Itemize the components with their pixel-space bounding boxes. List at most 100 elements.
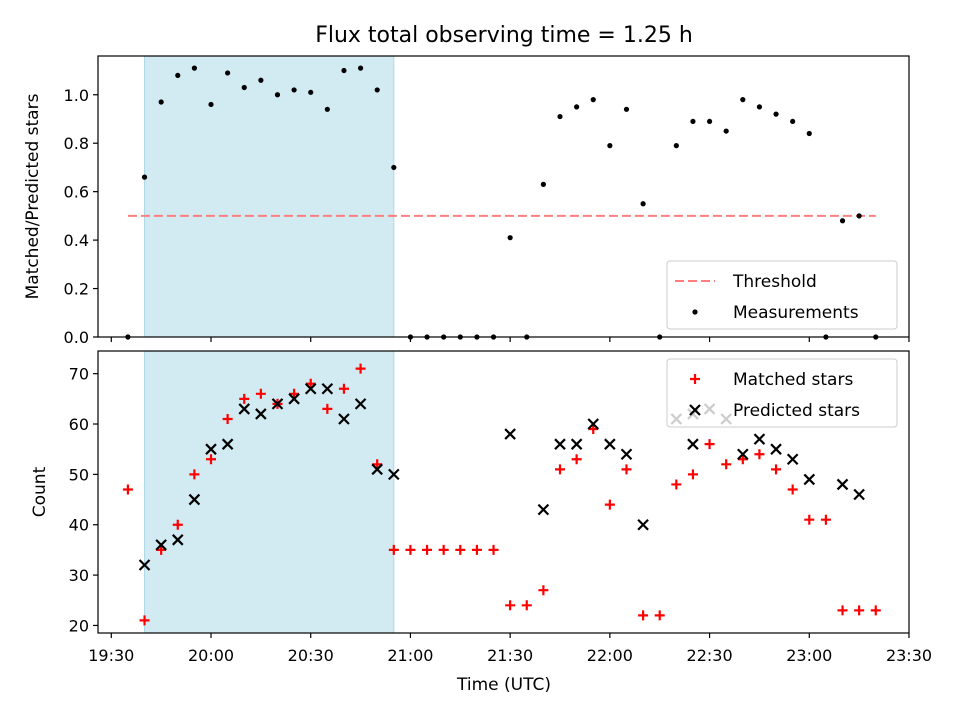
y-tick-label: 50	[69, 465, 89, 484]
predicted-marker	[604, 438, 616, 450]
measurement-dot	[175, 72, 181, 78]
x-tick-label: 23:30	[886, 646, 932, 665]
measurement-dot	[590, 97, 596, 103]
predicted-marker	[371, 463, 383, 476]
matched-marker	[122, 484, 133, 495]
measurement-dot	[191, 65, 197, 71]
measurement-dot	[756, 104, 763, 110]
legend-box	[666, 358, 898, 428]
y-tick-label: 0.2	[64, 280, 89, 299]
matched-marker	[571, 454, 582, 465]
measurement-dot	[507, 235, 513, 241]
measurement-dot	[141, 174, 148, 180]
matched-marker	[239, 393, 250, 404]
chart-title: Flux total observing time = 1.25 h	[315, 23, 693, 48]
measurement-dot	[706, 118, 713, 125]
measurement-dot	[790, 118, 796, 125]
y-tick-label: 0.0	[64, 328, 89, 347]
matched-marker	[355, 363, 366, 374]
measurement-dot	[158, 99, 164, 105]
matched-marker	[488, 544, 499, 555]
matched-marker	[405, 544, 416, 555]
measurement-dot	[341, 67, 347, 74]
matched-marker	[621, 464, 632, 475]
matched-marker	[505, 600, 516, 611]
predicted-marker	[221, 438, 234, 450]
predicted-marker	[171, 534, 184, 546]
y-tick-label: 70	[69, 365, 89, 384]
observing-span	[144, 55, 395, 338]
measurement-dot	[623, 106, 630, 112]
predicted-marker	[853, 488, 865, 501]
matched-marker	[422, 544, 433, 555]
predicted-marker	[786, 453, 799, 466]
measurement-dot	[324, 106, 330, 112]
y-tick-label: 1.0	[64, 86, 89, 105]
axes-frame	[97, 55, 910, 338]
x-axis-label: Time (UTC)	[456, 675, 551, 695]
predicted-marker	[770, 443, 782, 455]
predicted-marker	[504, 428, 516, 440]
measurement-dot	[673, 143, 679, 149]
matched-marker	[737, 454, 748, 465]
matched-marker	[538, 585, 549, 596]
matched-marker	[555, 464, 566, 475]
y-tick-label: 60	[69, 415, 89, 434]
measurement-dot	[690, 118, 696, 125]
matched-marker	[687, 469, 698, 480]
predicted-marker	[321, 382, 334, 395]
measurement-dot	[773, 111, 779, 117]
measurement-dot	[258, 77, 264, 83]
predicted-marker	[205, 443, 217, 455]
x-tick-label: 23:00	[786, 646, 832, 665]
matched-marker	[305, 378, 316, 389]
measurement-dot	[540, 181, 546, 187]
predicted-marker	[637, 518, 649, 531]
matched-marker	[837, 605, 848, 616]
measurement-dot	[740, 97, 746, 103]
y-tick-label: 40	[69, 516, 89, 535]
legend-box	[666, 260, 898, 330]
measurement-dot	[557, 113, 563, 120]
measurement-dot	[723, 128, 729, 134]
x-tick-label: 22:30	[687, 646, 733, 665]
predicted-marker	[554, 438, 566, 450]
x-tick-label: 20:30	[288, 646, 334, 665]
measurement-dot	[357, 65, 364, 71]
predicted-marker	[388, 468, 400, 481]
matched-marker	[388, 544, 399, 555]
measurement-dot	[574, 104, 580, 110]
predicted-marker	[138, 559, 151, 571]
predicted-marker	[304, 382, 317, 395]
predicted-marker	[238, 403, 251, 415]
predicted-marker	[753, 433, 766, 445]
legend-label: Matched stars	[733, 370, 853, 390]
x-tick-label: 20:00	[188, 646, 234, 665]
top-plot: 0.0 0.2 0.4 0.6 0.8 1.0 Matched/Predicted star…	[23, 55, 910, 347]
series-matched-stars	[122, 363, 881, 626]
predicted-marker	[155, 539, 167, 551]
matched-marker	[455, 544, 466, 555]
matched-marker	[854, 605, 865, 616]
legend: Matched stars Predicted stars	[666, 358, 898, 428]
measurement-dot	[308, 89, 314, 95]
matched-marker	[338, 383, 349, 394]
legend-measurement-swatch	[692, 309, 698, 315]
measurement-dot	[208, 101, 214, 108]
measurement-dot	[225, 70, 231, 76]
observing-span	[144, 350, 395, 634]
matched-marker	[654, 610, 665, 621]
matched-marker	[172, 519, 183, 530]
predicted-marker	[354, 398, 367, 410]
matched-marker	[322, 403, 333, 414]
measurement-dot	[391, 164, 397, 171]
matched-marker	[156, 544, 167, 555]
measurement-dot	[291, 87, 297, 93]
matched-marker	[471, 544, 482, 555]
bottom-plot: 20 30 40 50 60 70 19:30 20:00 20:30 21:00 21:30 22:…	[30, 350, 932, 665]
matched-marker	[787, 484, 798, 495]
y-tick-label: 0.4	[64, 231, 89, 250]
y-tick-label: 30	[69, 566, 89, 585]
legend-label: Threshold	[732, 272, 817, 292]
